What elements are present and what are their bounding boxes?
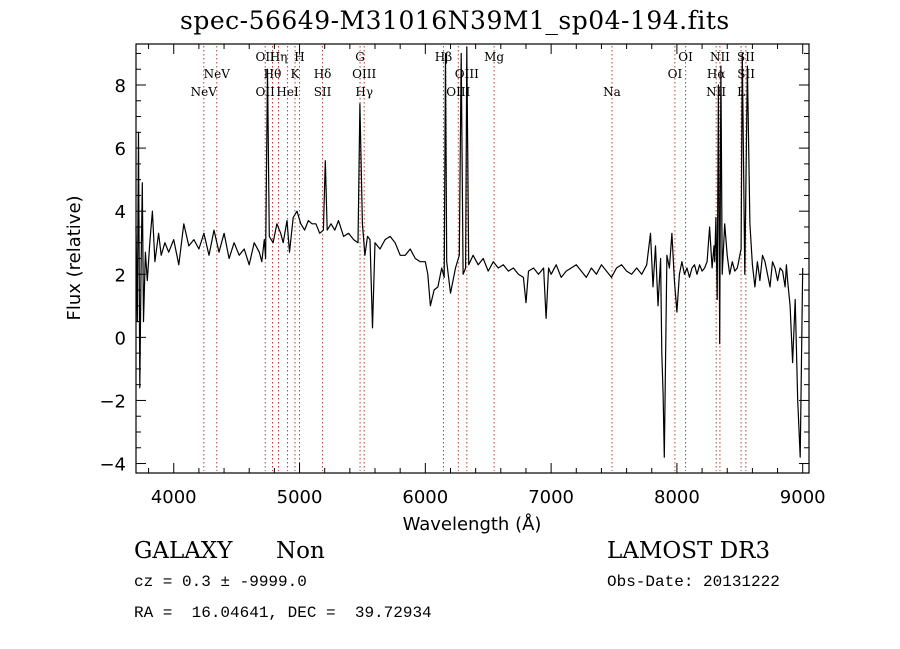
x-tick-label: 9000 [780, 487, 826, 508]
chart-title: spec-56649-M31016N39M1_sp04-194.fits [180, 6, 730, 35]
y-tick-label: −2 [99, 391, 126, 412]
line-label: K [291, 67, 301, 81]
object-subclass: Non [276, 538, 325, 564]
redshift-cz: cz = 0.3 ± -9999.0 [134, 573, 307, 591]
line-marker-group [203, 46, 747, 471]
line-label: G [355, 50, 365, 64]
line-label: Hγ [355, 85, 373, 99]
line-label: NII [706, 85, 726, 99]
line-label: Hθ [264, 67, 282, 81]
object-class: GALAXY [134, 538, 233, 564]
line-label: NeV [191, 85, 218, 99]
line-label: OII [256, 85, 276, 99]
y-tick-label: 8 [115, 76, 126, 97]
line-label: Hβ [435, 50, 452, 64]
x-tick-label: 4000 [151, 487, 197, 508]
line-label: H [294, 50, 304, 64]
line-label: Hδ [314, 67, 332, 81]
y-axis-label: Flux (relative) [64, 195, 85, 320]
x-tick-label: 5000 [277, 487, 323, 508]
y-tick-label: 4 [115, 202, 126, 223]
line-label: Hα [707, 67, 726, 81]
line-label: OII [256, 50, 276, 64]
line-label: SII [737, 67, 755, 81]
axes-group: 4000 5000 6000 7000 8000 9000 −4 −2 0 2 4 6 8 [99, 44, 826, 508]
y-tick-label: −4 [99, 455, 126, 476]
line-label: OI [678, 50, 693, 64]
coordinates: RA = 16.04641, DEC = 39.72934 [134, 604, 432, 622]
line-label: HeI [276, 85, 299, 99]
plot-frame [135, 43, 810, 474]
x-tick-label: 7000 [528, 487, 574, 508]
x-tick-label: 8000 [654, 487, 700, 508]
line-label: NeV [204, 67, 231, 81]
line-label: NII [710, 50, 730, 64]
line-label: SII [314, 85, 332, 99]
survey-name: LAMOST DR3 [607, 538, 771, 564]
line-label: OIII [446, 85, 470, 99]
line-label: OI [668, 67, 683, 81]
y-tick-label: 0 [115, 328, 126, 349]
line-label: L [737, 85, 745, 99]
x-axis-label: Wavelength (Å) [403, 513, 542, 535]
line-label: Hη [270, 50, 288, 64]
spectrum-line [135, 46, 804, 458]
x-tick-label: 6000 [402, 487, 448, 508]
line-label: Mg [484, 50, 504, 64]
y-tick-label: 6 [115, 139, 126, 160]
line-label: OIII [352, 67, 376, 81]
y-tick-label: 2 [115, 265, 126, 286]
line-label: SII [737, 50, 755, 64]
line-label: Na [603, 85, 621, 99]
observation-date: Obs-Date: 20131222 [607, 573, 780, 591]
